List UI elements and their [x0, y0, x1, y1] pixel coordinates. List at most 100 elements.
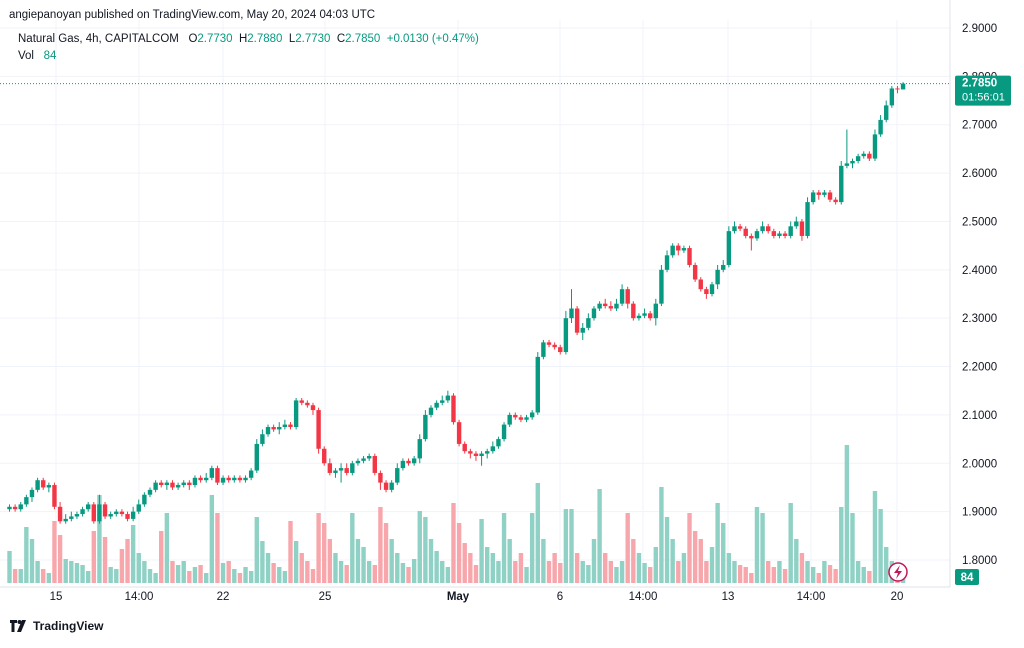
candle-body: [822, 192, 827, 195]
candle-body: [372, 456, 377, 473]
candle-body: [479, 453, 484, 457]
candle-body: [558, 347, 563, 353]
x-tick-label: 15: [50, 591, 63, 603]
volume-bar: [440, 561, 445, 583]
candle-body: [18, 504, 23, 510]
volume-bar: [41, 569, 46, 583]
volume-bar: [215, 513, 220, 583]
volume-bar: [676, 561, 681, 583]
candle-body: [782, 233, 788, 236]
candle-body: [754, 231, 760, 239]
y-tick-label: 2.7000: [962, 120, 997, 132]
candle-body: [844, 163, 850, 166]
tradingview-logo[interactable]: TradingView: [10, 619, 103, 633]
volume-bar: [18, 569, 23, 583]
volume-bar: [52, 521, 57, 583]
y-tick-label: 2.0000: [962, 458, 997, 470]
candle-body: [232, 477, 237, 481]
low-value: 2.7730: [295, 33, 331, 45]
candle-body: [496, 439, 501, 447]
candle-body: [74, 514, 80, 517]
candle-body: [541, 342, 546, 357]
volume-bar: [322, 523, 327, 583]
volume-bar: [715, 503, 720, 583]
candle-body: [827, 192, 833, 200]
change-value: +0.0130 (+0.47%): [386, 33, 479, 45]
candle-body: [226, 477, 231, 481]
symbol-name[interactable]: Natural Gas, 4h, CAPITALCOM: [18, 33, 179, 45]
candle-body: [237, 477, 243, 481]
volume-bar: [586, 565, 591, 583]
candle-body: [215, 468, 220, 483]
volume-bar: [681, 553, 687, 583]
last-price-value: 2.7850: [962, 78, 997, 90]
candle-body: [411, 458, 417, 464]
candle-body: [659, 269, 664, 304]
candle-body: [552, 344, 557, 348]
candle-body: [108, 514, 113, 517]
volume-bar: [636, 553, 642, 583]
volume-bar: [372, 565, 377, 583]
volume-bar: [777, 561, 782, 583]
volume-value: 84: [43, 50, 57, 62]
candle-body: [7, 506, 12, 510]
candle-body: [305, 402, 310, 406]
volume-bar: [580, 561, 585, 583]
candle-body: [383, 482, 389, 490]
candle-body: [614, 303, 619, 309]
tradingview-logo-icon: [10, 620, 26, 632]
volume-bar: [254, 517, 259, 583]
candle-body: [35, 480, 40, 490]
candle-body: [243, 477, 248, 481]
candle-body: [513, 414, 518, 418]
candle-body: [52, 485, 57, 507]
lightning-icon[interactable]: [888, 562, 908, 582]
volume-bar: [119, 549, 125, 583]
volume-bar: [69, 561, 74, 583]
volume-bar: [867, 571, 872, 583]
volume-bar: [29, 539, 35, 583]
volume-bar: [361, 547, 366, 583]
candle-body: [400, 460, 406, 469]
volume-bar: [721, 523, 726, 583]
bar-countdown: 01:56:01: [962, 92, 1005, 104]
volume-bar: [395, 553, 400, 583]
candle-body: [198, 477, 203, 481]
x-tick-label: 6: [557, 591, 563, 603]
volume-bar: [687, 513, 692, 583]
volume-bar: [310, 569, 316, 583]
volume-bar: [799, 553, 805, 583]
volume-bar: [383, 523, 389, 583]
candle-body: [805, 202, 810, 236]
volume-bar: [692, 531, 698, 583]
volume-bar: [63, 559, 68, 583]
volume-bar: [277, 567, 282, 583]
volume-bar: [316, 513, 321, 583]
candle-body: [254, 443, 259, 471]
volume-bar: [878, 509, 883, 583]
volume-bar: [535, 483, 540, 583]
candle-body: [692, 264, 698, 280]
volume-bar: [142, 561, 147, 583]
candle-body: [265, 427, 271, 435]
volume-bar: [760, 513, 765, 583]
volume-bar: [771, 567, 777, 583]
volume-bar: [125, 539, 130, 583]
volume-bar: [108, 567, 113, 583]
candle-body: [310, 405, 316, 411]
volume-bar: [861, 567, 866, 583]
candle-body: [726, 231, 732, 265]
volume-bar: [766, 561, 771, 583]
volume-bar: [85, 571, 91, 583]
candle-body: [501, 424, 507, 440]
volume-bar: [619, 561, 625, 583]
candle-body: [299, 400, 304, 403]
candle-body: [153, 482, 158, 490]
x-tick-label: 20: [891, 591, 904, 603]
volume-bar: [518, 553, 524, 583]
candle-body: [766, 226, 771, 232]
volume-bar: [445, 567, 451, 583]
volume-bar: [698, 539, 703, 583]
volume-label[interactable]: Vol: [18, 50, 34, 62]
